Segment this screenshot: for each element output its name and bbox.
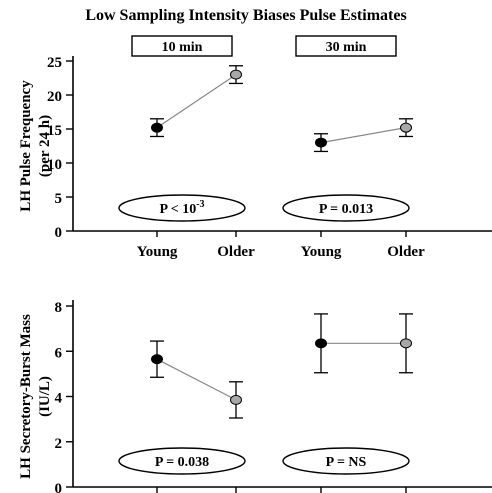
y-tick-label: 0 xyxy=(55,225,63,241)
y-tick-label: 10 xyxy=(47,157,62,173)
connector-line xyxy=(156,74,237,129)
group-label-box xyxy=(295,35,397,57)
connector-line xyxy=(320,127,407,144)
x-tick-label: Young xyxy=(301,244,342,260)
y-tick-label: 15 xyxy=(47,123,62,139)
p-value-ellipse xyxy=(282,447,410,475)
y-axis-label: (per 24 h) xyxy=(37,115,53,177)
y-tick-label: 20 xyxy=(47,89,62,105)
p-value-label: P = 0.013 xyxy=(319,202,373,217)
group-label-box xyxy=(131,35,233,57)
y-tick-label: 8 xyxy=(55,300,63,316)
data-point-older xyxy=(230,69,242,80)
data-point-young xyxy=(315,338,327,349)
data-point-older xyxy=(400,122,412,133)
panel-2: 0 2 4 6 8 LH Secretory-Burst Mass (IU/L) P = 0.… xyxy=(18,300,492,493)
y-tick-label: 5 xyxy=(55,191,63,207)
x-tick-label: Older xyxy=(217,244,255,260)
data-point-young xyxy=(315,137,327,148)
data-point-older xyxy=(400,338,412,349)
data-point-older xyxy=(230,394,242,405)
p-value-label: P = NS xyxy=(326,455,367,470)
x-tick-label: Young xyxy=(137,244,178,260)
p-value-label: P < 10-3 xyxy=(159,199,204,217)
y-axis-label: LH Pulse Frequency xyxy=(18,80,34,212)
x-tick-label: Older xyxy=(387,244,425,260)
chart-title: Low Sampling Intensity Biases Pulse Esti… xyxy=(85,7,406,24)
panel-1: 0 5 10 15 20 25 LH Pulse Frequency (per 24 h) 10… xyxy=(18,35,492,260)
data-point-young xyxy=(151,354,163,365)
p-value-ellipse xyxy=(282,194,410,222)
y-tick-label: 2 xyxy=(55,436,63,452)
p-value-label: P = 0.038 xyxy=(155,455,209,470)
y-tick-label: 4 xyxy=(55,391,63,407)
y-axis-label: (IU/L) xyxy=(37,376,53,417)
connector-line xyxy=(156,358,237,401)
data-point-young xyxy=(151,122,163,133)
y-axis-label: LH Secretory-Burst Mass xyxy=(18,314,34,479)
y-tick-label: 25 xyxy=(47,55,62,71)
y-tick-label: 6 xyxy=(55,345,63,361)
group-label: 30 min xyxy=(326,40,367,55)
group-label: 10 min xyxy=(162,40,203,55)
p-value-ellipse xyxy=(118,447,246,475)
y-tick-label: 0 xyxy=(55,481,63,493)
p-value-ellipse xyxy=(118,194,246,222)
